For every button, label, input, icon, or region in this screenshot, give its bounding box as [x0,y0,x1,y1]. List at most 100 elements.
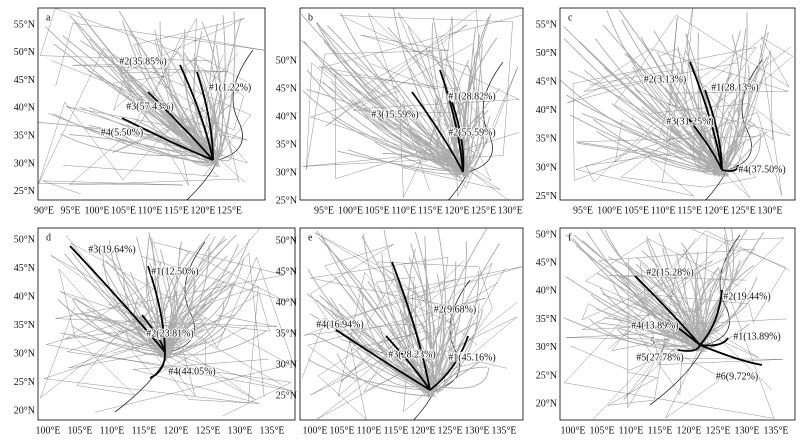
y-tick-label: 55°N [14,19,35,30]
cluster-label: #2(9.68%) [434,304,477,315]
y-tick-label: 40°N [14,291,35,302]
trajectory [433,270,480,391]
x-tick-label: 130°E [464,425,489,436]
border [589,31,769,163]
y-tick-label: 30°N [536,342,557,353]
trajectory [204,71,217,157]
x-tick-label: 125°E [217,205,242,216]
mean-trajectory [69,245,166,353]
y-tick-label: 50°N [276,55,297,66]
y-tick-label: 45°N [14,75,35,86]
trajectory [89,128,214,166]
cluster-label: #3(28.23%) [388,349,436,360]
cluster-label: #1(45.16%) [448,352,496,363]
trajectory [656,51,727,168]
trajectory [572,237,702,344]
y-tick-label: 35°N [276,328,297,339]
trajectory [321,234,427,389]
border [51,18,245,186]
y-tick-label: 35°N [536,314,557,325]
trajectory [603,317,698,344]
border [303,15,520,167]
x-tick-label: 95°E [60,205,80,216]
trajectory [597,322,705,353]
y-tick-label: 35°N [276,139,297,150]
trajectory [340,12,470,168]
x-tick-label: 105°E [365,205,390,216]
y-tick-label: 50°N [14,47,35,58]
border [572,44,782,196]
border [585,8,693,183]
y-tick-label: 30°N [276,167,297,178]
x-tick-label: 115°E [418,205,443,216]
trajectory [704,228,735,342]
cluster-label: #4(44.05%) [168,366,216,377]
trajectory [306,69,458,169]
trajectory [434,228,446,393]
border [309,54,475,170]
trajectory [193,31,216,160]
trajectory [169,333,173,359]
coastline [114,241,206,413]
trajectory [573,234,707,340]
trajectory [311,332,429,395]
trajectory [445,57,465,175]
mean-trajectory [721,164,739,172]
trajectory [427,261,457,397]
y-tick-label: 25°N [276,195,297,206]
trajectory [697,32,718,174]
trajectory [307,268,425,392]
trajectory [466,34,480,176]
trajectory [410,243,433,397]
trajectory [310,313,430,386]
trajectory [575,245,700,349]
trajectory [722,142,745,175]
trajectory [428,345,455,387]
border [584,238,759,420]
y-tick-label: 25°N [14,377,35,388]
border [55,22,265,186]
trajectory [724,28,747,167]
mean-trajectory [689,61,723,171]
trajectory [165,108,220,158]
x-tick-label: 120°E [190,205,215,216]
x-tick-label: 125°E [471,205,496,216]
trajectory [708,71,732,172]
trajectory [693,276,758,343]
mean-trajectory [196,71,214,161]
mean-trajectory [429,335,469,391]
border [607,275,747,406]
trajectory [62,35,215,162]
cluster-label: #1(1.22%) [209,82,252,93]
mean-trajectory [147,91,214,161]
y-tick-label: 35°N [14,320,35,331]
map-area [301,228,523,420]
mean-trajectory [634,275,701,346]
trajectory [724,11,748,164]
trajectory [167,238,227,351]
x-tick-label: 115°E [132,425,157,436]
border [70,242,291,413]
x-tick-label: 105°E [589,425,614,436]
trajectory [611,103,716,172]
panel: e 100°E 105°E 110°E 115°E 120°E 125°E 130°E 135°… [276,227,524,436]
y-tick-label: 20°N [536,398,557,409]
trajectory [424,236,428,397]
y-tick-label: 25°N [536,370,557,381]
trajectory [86,308,166,356]
trajectory [596,131,722,173]
x-tick-label: 135°E [259,425,284,436]
map-area [39,228,295,417]
trajectory [316,22,466,169]
trajectory [164,268,261,360]
x-tick-label: 120°E [410,425,435,436]
trajectory [161,234,237,346]
x-tick-label: 110°E [651,205,676,216]
trajectory [436,309,484,395]
panel-frame [559,227,796,421]
x-tick-label: 100°E [560,425,585,436]
x-tick-label: 100°E [597,205,622,216]
trajectory [361,235,436,391]
x-tick-label: 105°E [329,425,354,436]
x-tick-label: 115°E [648,425,673,436]
